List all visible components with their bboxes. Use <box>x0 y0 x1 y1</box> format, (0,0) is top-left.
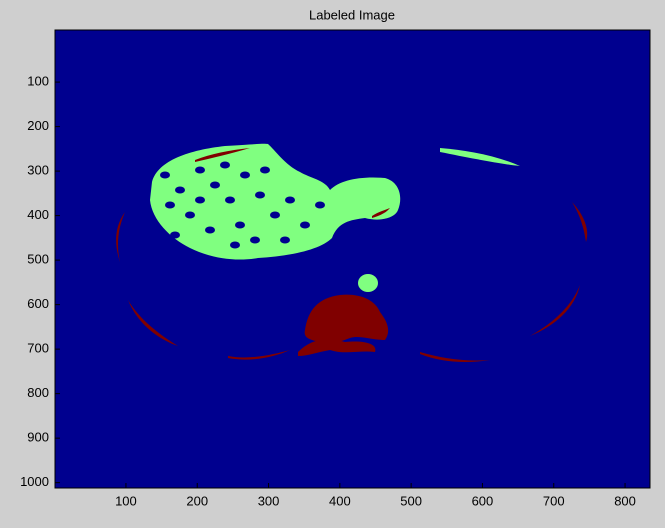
x-tick-label: 700 <box>543 493 565 508</box>
x-tick-label: 500 <box>400 493 422 508</box>
y-tick-label: 400 <box>27 207 49 222</box>
y-tick-label: 200 <box>27 118 49 133</box>
hole <box>210 182 220 189</box>
x-tick-label: 200 <box>186 493 208 508</box>
chart-title: Labeled Image <box>309 7 395 22</box>
hole <box>230 242 240 249</box>
y-tick-label: 300 <box>27 163 49 178</box>
hole <box>185 212 195 219</box>
hole <box>240 172 250 179</box>
image-background <box>55 30 650 488</box>
x-tick-label: 600 <box>472 493 494 508</box>
hole <box>175 187 185 194</box>
hole <box>195 167 205 174</box>
y-tick-label: 800 <box>27 385 49 400</box>
hole <box>205 227 215 234</box>
x-tick-label: 800 <box>614 493 636 508</box>
hole <box>160 172 170 179</box>
x-tick-label: 400 <box>329 493 351 508</box>
hole <box>255 192 265 199</box>
hole <box>280 237 290 244</box>
hole <box>195 197 205 204</box>
label-region <box>358 274 378 292</box>
x-tick-label: 300 <box>258 493 280 508</box>
y-tick-label: 100 <box>27 74 49 89</box>
hole <box>285 197 295 204</box>
hole <box>165 202 175 209</box>
hole <box>250 237 260 244</box>
hole <box>315 202 325 209</box>
hole <box>270 212 280 219</box>
hole <box>235 222 245 229</box>
y-tick-label: 500 <box>27 252 49 267</box>
hole <box>220 162 230 169</box>
hole <box>225 197 235 204</box>
y-tick-label: 1000 <box>20 474 49 489</box>
y-tick-label: 900 <box>27 430 49 445</box>
y-tick-label: 600 <box>27 296 49 311</box>
hole <box>300 222 310 229</box>
hole <box>170 232 180 239</box>
hole <box>260 167 270 174</box>
figure: Labeled Image 100 200 300 400 500 600 700 800 10… <box>0 0 665 528</box>
x-tick-label: 100 <box>115 493 137 508</box>
y-tick-label: 700 <box>27 341 49 356</box>
